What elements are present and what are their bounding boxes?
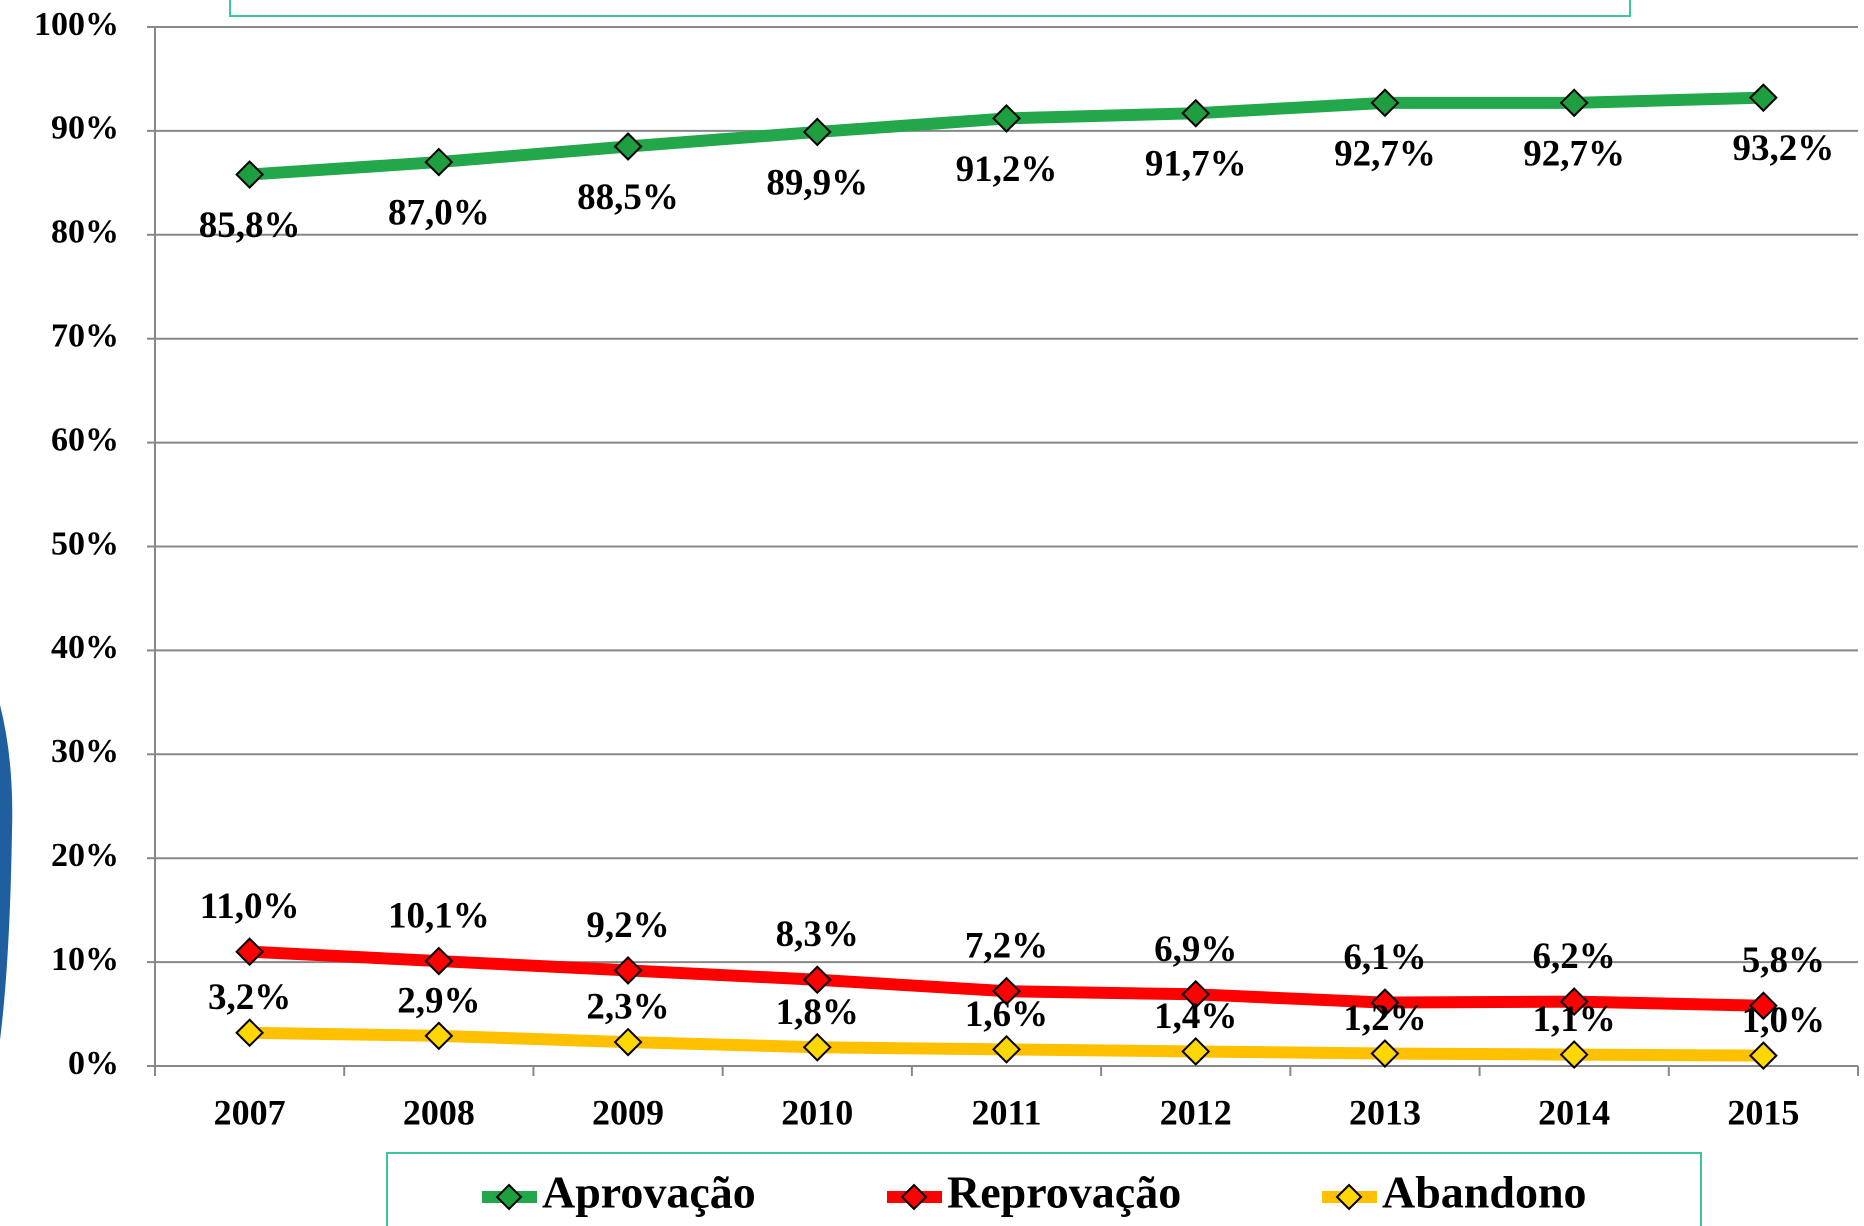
y-tick-label: 50% — [51, 525, 119, 562]
data-label: 3,2% — [208, 977, 291, 1018]
marker — [235, 160, 265, 189]
data-label: 1,4% — [1154, 996, 1237, 1037]
marker — [992, 104, 1021, 133]
y-tick-label: 10% — [51, 941, 119, 978]
x-tick-label: 2009 — [592, 1092, 664, 1132]
marker — [1748, 83, 1778, 113]
x-tick-label: 2010 — [781, 1092, 853, 1132]
marker — [1748, 1041, 1778, 1071]
marker — [424, 946, 454, 976]
x-tick-label: 2015 — [1727, 1092, 1799, 1132]
legend-marker — [1335, 1183, 1363, 1211]
data-label: 93,2% — [1733, 128, 1835, 169]
legend-label: Aprovação — [542, 1167, 756, 1218]
marker — [802, 1032, 832, 1062]
data-label: 1,2% — [1343, 998, 1426, 1039]
x-tick-label: 2007 — [214, 1092, 286, 1132]
data-label: 89,9% — [766, 162, 868, 203]
data-label: 91,7% — [1145, 144, 1247, 185]
marker — [1181, 1037, 1211, 1066]
legend-label: Reprovação — [947, 1167, 1181, 1218]
data-label: 1,6% — [965, 994, 1048, 1035]
marker — [992, 976, 1021, 1006]
marker — [992, 1034, 1021, 1064]
marker — [802, 117, 832, 147]
data-label: 8,3% — [776, 914, 859, 955]
legend-marker — [900, 1183, 928, 1211]
data-label: 6,9% — [1154, 929, 1237, 970]
marker — [235, 1018, 265, 1048]
data-label: 92,7% — [1334, 133, 1436, 174]
legend-marker — [495, 1183, 523, 1211]
data-label: 6,1% — [1343, 937, 1426, 978]
data-label: 1,1% — [1533, 999, 1616, 1040]
data-label: 9,2% — [586, 905, 669, 946]
y-tick-label: 20% — [51, 837, 119, 874]
marker — [424, 147, 454, 177]
data-label: 85,8% — [199, 205, 301, 246]
data-label: 87,0% — [388, 193, 490, 234]
marker — [1559, 1040, 1589, 1069]
marker — [613, 955, 643, 985]
x-tick-label: 2014 — [1538, 1092, 1610, 1132]
marker — [424, 1021, 454, 1051]
x-tick-label: 2011 — [971, 1092, 1041, 1132]
x-tick-label: 2012 — [1160, 1092, 1232, 1132]
y-tick-label: 40% — [51, 629, 119, 666]
marker — [802, 965, 832, 995]
y-tick-label: 70% — [51, 317, 119, 354]
marker — [1559, 987, 1589, 1016]
data-label: 1,0% — [1742, 1000, 1825, 1041]
legend-box — [386, 1152, 1702, 1226]
x-tick-label: 2013 — [1349, 1092, 1421, 1132]
y-tick-label: 0% — [68, 1045, 119, 1082]
data-label: 2,3% — [586, 987, 669, 1028]
title-box — [229, 0, 1631, 17]
marker — [1370, 88, 1400, 118]
data-label: 1,8% — [776, 992, 859, 1033]
y-tick-label: 30% — [51, 733, 119, 770]
y-tick-label: 100% — [34, 6, 119, 43]
legend-label: Abandono — [1382, 1167, 1587, 1218]
data-label: 6,2% — [1533, 936, 1616, 977]
data-label: 5,8% — [1742, 940, 1825, 981]
data-label: 2,9% — [397, 980, 480, 1021]
data-label: 10,1% — [388, 896, 490, 937]
marker — [613, 1027, 643, 1057]
data-label: 92,7% — [1523, 133, 1625, 174]
marker — [1559, 88, 1589, 118]
marker — [1181, 98, 1211, 128]
marker — [1748, 991, 1778, 1021]
marker — [1181, 979, 1211, 1009]
marker — [1370, 1039, 1400, 1068]
data-label: 91,2% — [956, 149, 1058, 190]
y-tick-label: 80% — [51, 214, 119, 251]
data-label: 88,5% — [577, 177, 679, 218]
y-tick-label: 90% — [51, 110, 119, 147]
data-label: 7,2% — [965, 926, 1048, 967]
x-tick-label: 2008 — [403, 1092, 475, 1132]
marker — [613, 132, 643, 161]
y-tick-label: 60% — [51, 421, 119, 458]
marker — [1370, 988, 1400, 1018]
data-label: 11,0% — [200, 886, 300, 927]
marker — [235, 937, 265, 967]
decoration — [0, 705, 13, 1040]
